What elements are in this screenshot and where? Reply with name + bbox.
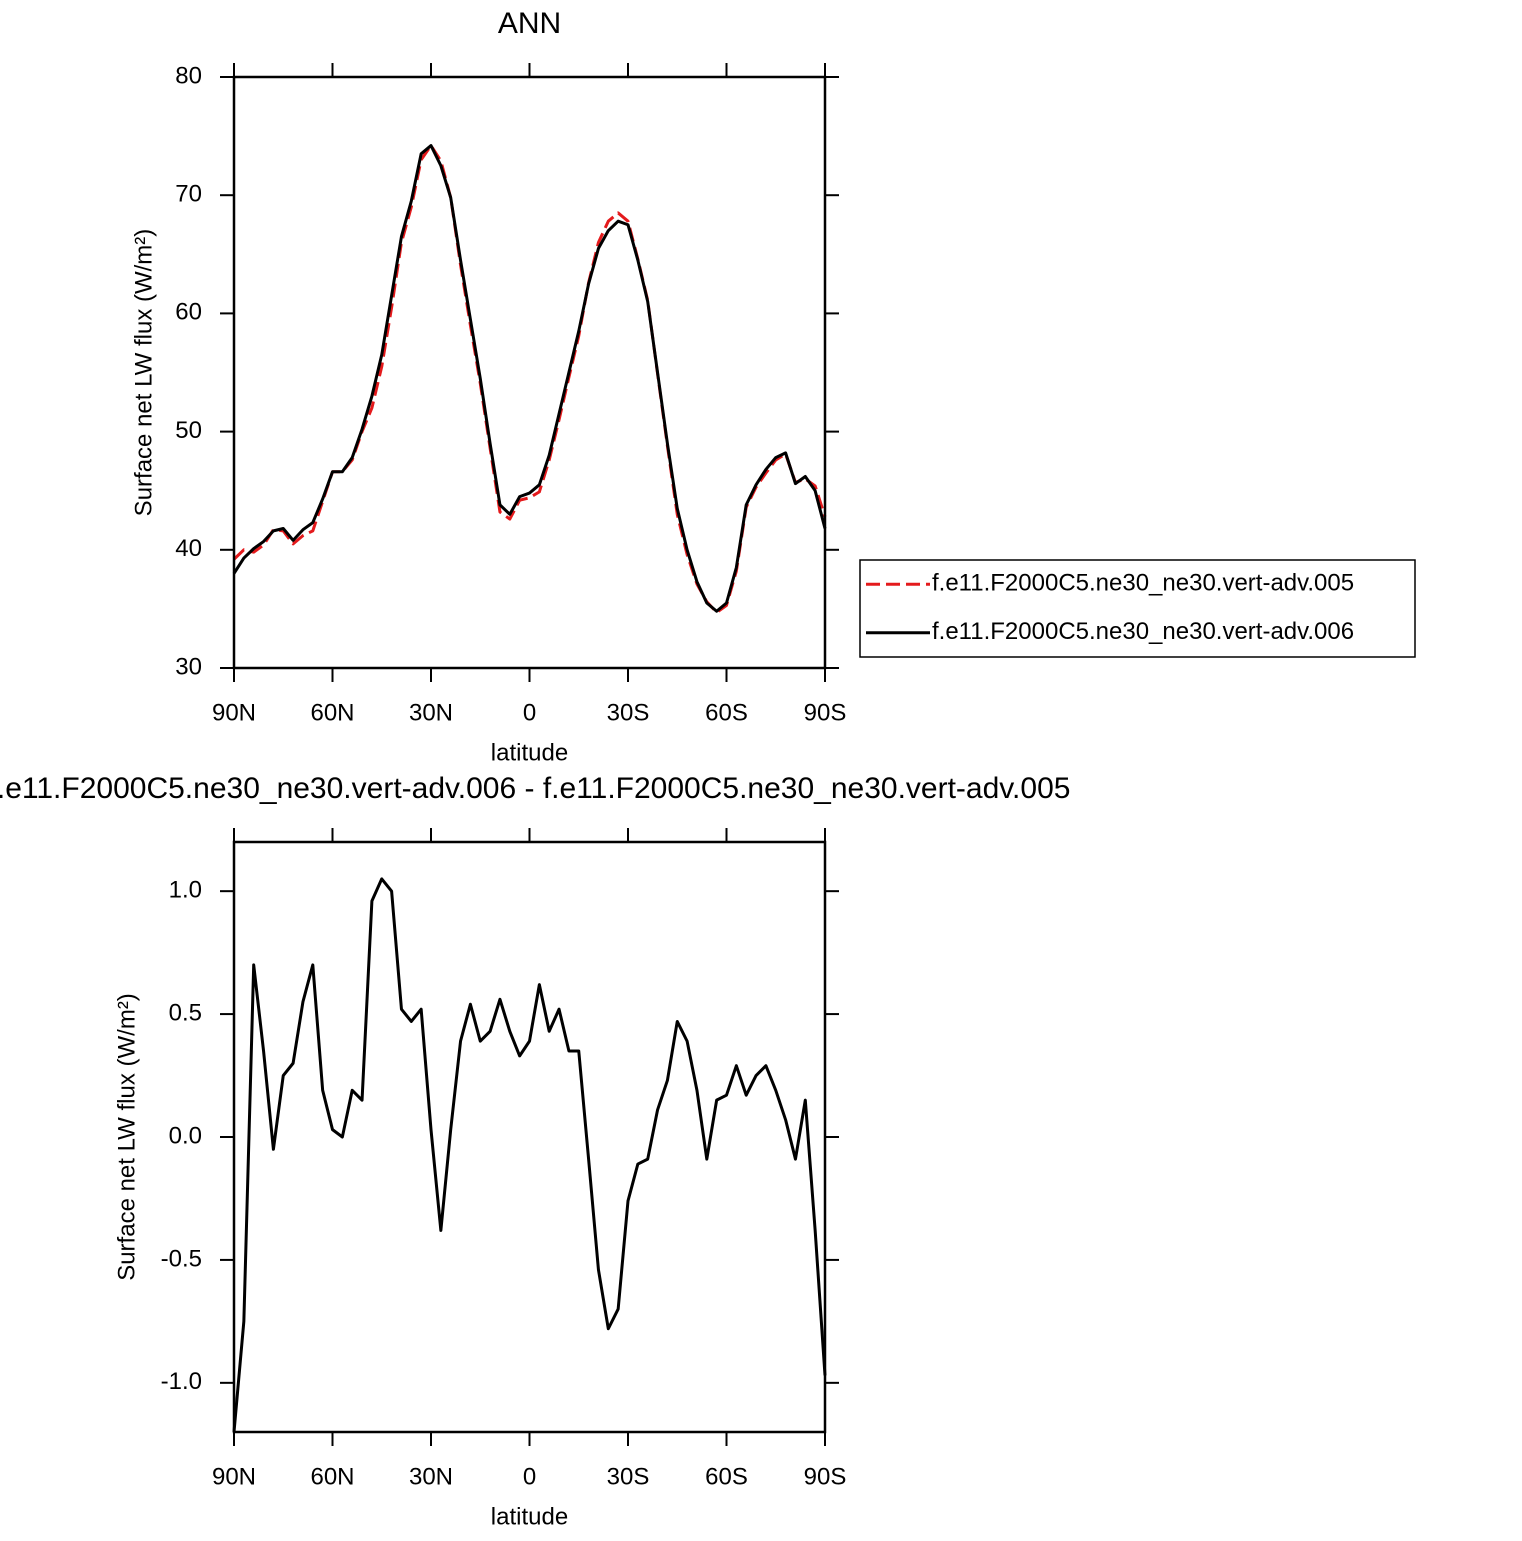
- x-tick-label: 30N: [409, 1463, 453, 1490]
- x-tick-label: 60N: [310, 699, 354, 726]
- y-axis-label: Surface net LW flux (W/m²): [130, 229, 157, 517]
- data-line: [232, 877, 827, 1433]
- x-tick-label: 30S: [607, 699, 650, 726]
- chart-title: ANN: [498, 7, 561, 40]
- y-tick-label: 30: [175, 653, 202, 680]
- x-tick-label: 90N: [212, 699, 256, 726]
- x-tick-label: 60S: [705, 699, 748, 726]
- x-tick-label: 90N: [212, 1463, 256, 1490]
- x-tick-label: 0: [523, 1463, 536, 1490]
- x-tick-label: 30S: [607, 1463, 650, 1490]
- data-line: [232, 144, 827, 613]
- data-line: [232, 144, 827, 614]
- x-axis-label: latitude: [491, 739, 568, 766]
- y-tick-label: -0.5: [161, 1245, 202, 1272]
- x-tick-label: 90S: [804, 1463, 847, 1490]
- x-tick-label: 90S: [804, 699, 847, 726]
- y-tick-label: 0.5: [169, 999, 202, 1026]
- legend-label: f.e11.F2000C5.ne30_ne30.vert-adv.005: [932, 570, 1354, 597]
- y-tick-label: 40: [175, 535, 202, 562]
- plot-frame: [232, 840, 827, 1434]
- y-tick-label: 80: [175, 62, 202, 89]
- legend-label: f.e11.F2000C5.ne30_ne30.vert-adv.006: [932, 618, 1354, 645]
- x-tick-label: 60N: [310, 1463, 354, 1490]
- x-tick-label: 0: [523, 699, 536, 726]
- y-tick-label: 1.0: [169, 877, 202, 904]
- y-tick-label: -1.0: [161, 1368, 202, 1395]
- x-tick-label: 60S: [705, 1463, 748, 1490]
- legend-box: [859, 559, 1416, 658]
- chart-title: f.e11.F2000C5.ne30_ne30.vert-adv.006 - f…: [0, 772, 1070, 805]
- plot-frame: [232, 75, 827, 670]
- y-tick-label: 60: [175, 299, 202, 326]
- y-axis-label: Surface net LW flux (W/m²): [113, 993, 140, 1281]
- x-tick-label: 30N: [409, 699, 453, 726]
- x-axis-label: latitude: [491, 1503, 568, 1530]
- y-tick-label: 0.0: [169, 1122, 202, 1149]
- y-tick-label: 50: [175, 417, 202, 444]
- y-tick-label: 70: [175, 181, 202, 208]
